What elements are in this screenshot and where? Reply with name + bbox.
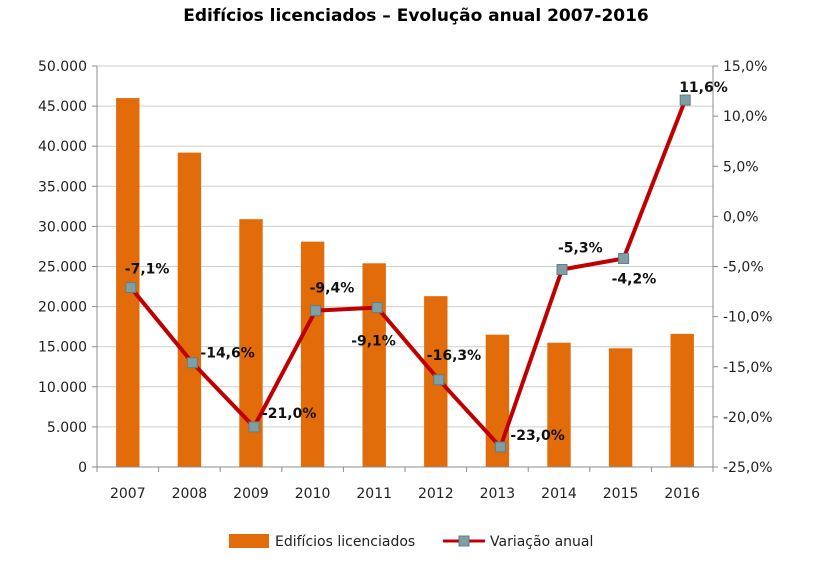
line-marker	[248, 421, 260, 433]
line-marker	[433, 374, 445, 386]
data-label: -14,6%	[200, 346, 254, 362]
line-marker	[556, 264, 568, 276]
line-marker	[494, 441, 506, 453]
x-tick-label: 2016	[664, 486, 700, 502]
legend-label: Variação anual	[490, 534, 593, 550]
bar	[670, 333, 694, 467]
y-right-tick-label: -5,0%	[723, 260, 764, 276]
y-left-tick-label: 25.000	[38, 260, 87, 276]
data-label: -21,0%	[262, 406, 316, 422]
y-left-tick-label: 15.000	[38, 340, 87, 356]
x-tick-label: 2013	[480, 486, 516, 502]
bar	[300, 241, 325, 467]
y-left-tick-label: 5.000	[47, 420, 87, 436]
x-tick-label: 2012	[418, 486, 454, 502]
x-tick-label: 2007	[110, 486, 146, 502]
y-right-tick-label: -10,0%	[723, 310, 773, 326]
line-marker	[371, 302, 383, 314]
line-marker	[186, 357, 198, 369]
bar	[608, 348, 633, 467]
y-right-tick-label: -20,0%	[723, 410, 773, 426]
x-tick-label: 2008	[172, 486, 208, 502]
x-tick-label: 2011	[356, 486, 392, 502]
x-tick-label: 2015	[603, 486, 639, 502]
line-marker	[125, 282, 137, 294]
x-tick-label: 2010	[295, 486, 331, 502]
y-right-tick-label: 10,0%	[723, 109, 767, 125]
chart-title: Edifícios licenciados – Evolução anual 2…	[183, 6, 649, 26]
data-label: -23,0%	[510, 428, 564, 444]
line-marker	[310, 305, 322, 317]
variation-line	[129, 99, 688, 449]
data-label: -7,1%	[125, 262, 170, 278]
y-right-tick-label: 0,0%	[723, 209, 759, 225]
bar	[177, 152, 202, 467]
y-left-tick-label: 35.000	[38, 179, 87, 195]
data-label: -4,2%	[612, 271, 657, 287]
y-right-tick-label: -15,0%	[723, 360, 773, 376]
legend-label: Edifícios licenciados	[275, 534, 415, 550]
y-left-tick-label: 40.000	[38, 139, 87, 155]
x-tick-label: 2009	[233, 486, 269, 502]
bar	[362, 263, 386, 467]
y-left-tick-label: 0	[78, 460, 87, 476]
y-left-tick-label: 30.000	[38, 219, 87, 235]
data-label: 11,6%	[679, 80, 728, 96]
line-marker	[618, 252, 630, 264]
y-left-tick-label: 45.000	[38, 99, 87, 115]
data-label: -9,1%	[351, 334, 396, 350]
y-right-tick-label: -25,0%	[723, 460, 773, 476]
data-label: -16,3%	[427, 348, 481, 364]
bar	[239, 219, 263, 467]
data-label: -5,3%	[558, 241, 603, 257]
legend-line-marker	[458, 535, 470, 547]
x-tick-label: 2014	[541, 486, 577, 502]
y-left-tick-label: 50.000	[38, 59, 87, 75]
y-right-tick-label: 5,0%	[723, 159, 759, 175]
y-left-tick-label: 10.000	[38, 380, 87, 396]
y-right-tick-label: 15,0%	[723, 59, 767, 75]
bar	[547, 342, 571, 467]
data-label: -9,4%	[310, 281, 355, 297]
legend-bar-swatch	[229, 534, 269, 548]
line-marker	[679, 94, 691, 106]
y-left-tick-label: 20.000	[38, 300, 87, 316]
